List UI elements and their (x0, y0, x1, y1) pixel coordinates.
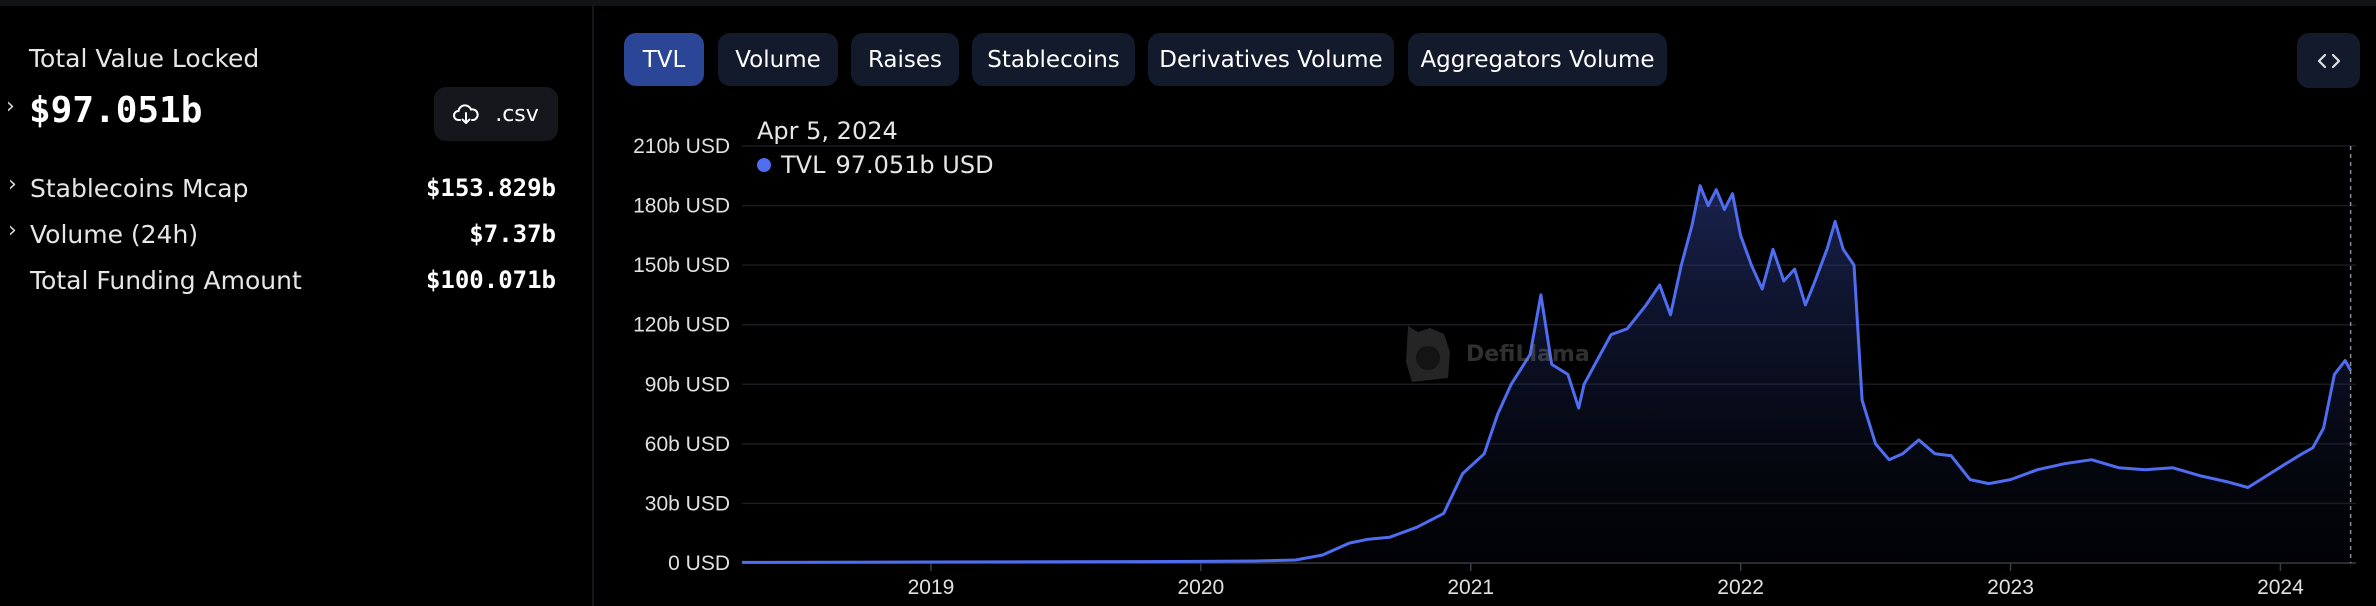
tab-raises[interactable]: Raises (851, 33, 959, 86)
volume-expand-chevron-icon[interactable]: › (8, 218, 17, 243)
embed-button[interactable] (2297, 33, 2360, 88)
y-tick-label: 60b USD (645, 433, 730, 456)
x-tick-label: 2020 (1177, 576, 1224, 599)
y-tick-label: 120b USD (633, 314, 730, 337)
csv-download-button[interactable]: .csv (434, 87, 558, 141)
tooltip-value: 97.051b USD (835, 151, 994, 179)
top-border (0, 0, 2376, 6)
tvl-label: Total Value Locked (29, 44, 260, 73)
code-brackets-icon (2317, 53, 2340, 68)
y-tick-label: 180b USD (633, 195, 730, 218)
volume-24h-label: Volume (24h) (30, 220, 199, 249)
defillama-watermark: DefiLlama (1400, 322, 1590, 386)
tooltip-series-name: TVL (781, 151, 826, 179)
y-tick-label: 30b USD (645, 492, 730, 515)
stablecoins-mcap-label: Stablecoins Mcap (30, 174, 249, 203)
x-tick-label: 2021 (1447, 576, 1494, 599)
cloud-download-icon (453, 104, 479, 124)
y-axis: 0 USD 30b USD 60b USD 90b USD 120b USD 150b U… (633, 135, 730, 575)
y-tick-label: 150b USD (633, 254, 730, 277)
llama-logo-icon (1406, 326, 1450, 382)
tab-derivatives-volume[interactable]: Derivatives Volume (1148, 33, 1394, 86)
x-tick-label: 2019 (908, 576, 955, 599)
tvl-series-line (741, 184, 2352, 564)
tab-stablecoins[interactable]: Stablecoins (972, 33, 1135, 86)
summary-panel: Total Value Locked › $97.051b .csv › Sta… (0, 6, 594, 606)
tooltip-row: TVL 97.051b USD (757, 151, 994, 179)
y-tick-label: 90b USD (645, 373, 730, 396)
total-funding-label: Total Funding Amount (30, 266, 302, 295)
tvl-expand-chevron-icon[interactable]: › (6, 94, 15, 119)
tvl-value: $97.051b (29, 90, 203, 131)
y-tick-label: 0 USD (668, 552, 730, 575)
stablecoins-expand-chevron-icon[interactable]: › (8, 172, 17, 197)
tab-aggregators-volume[interactable]: Aggregators Volume (1408, 33, 1667, 86)
x-tick-label: 2023 (1987, 576, 2034, 599)
x-tick-label: 2024 (2257, 576, 2304, 599)
tab-tvl[interactable]: TVL (624, 33, 704, 86)
tvl-area (742, 185, 2351, 563)
total-funding-value: $100.071b (425, 266, 556, 294)
stablecoins-mcap-value: $153.829b (425, 174, 556, 202)
volume-24h-value: $7.37b (469, 220, 556, 248)
series-dot-icon (757, 158, 771, 172)
csv-label: .csv (495, 101, 539, 127)
watermark-text: DefiLlama (1466, 341, 1590, 367)
x-axis: 2019 2020 2021 2022 2023 2024 (908, 563, 2304, 599)
plot-area (741, 146, 2352, 564)
y-tick-label: 210b USD (633, 135, 730, 158)
tooltip-date: Apr 5, 2024 (757, 117, 898, 145)
x-tick-label: 2022 (1717, 576, 1764, 599)
tab-volume[interactable]: Volume (718, 33, 838, 86)
